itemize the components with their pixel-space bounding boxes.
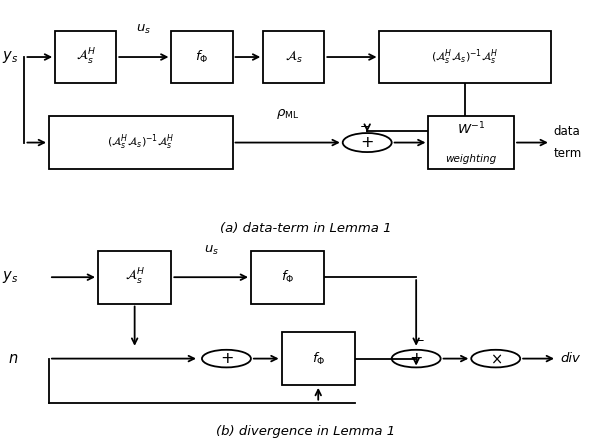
Bar xyxy=(428,117,514,169)
Text: $+$: $+$ xyxy=(360,135,374,150)
Bar xyxy=(55,31,116,83)
Bar xyxy=(251,251,324,304)
Bar xyxy=(98,251,171,304)
Bar xyxy=(282,332,355,385)
Text: $u_s$: $u_s$ xyxy=(204,244,218,257)
Text: $f_\Phi$: $f_\Phi$ xyxy=(312,351,325,367)
Bar xyxy=(171,31,233,83)
Text: div: div xyxy=(560,352,580,365)
Bar xyxy=(49,117,233,169)
Text: data: data xyxy=(554,125,581,138)
Text: $u_s$: $u_s$ xyxy=(136,22,151,36)
Text: $+$: $+$ xyxy=(409,351,423,366)
Text: $y_s$: $y_s$ xyxy=(2,49,18,65)
Text: $W^{-1}$: $W^{-1}$ xyxy=(457,121,485,138)
Text: $n$: $n$ xyxy=(8,351,18,366)
Text: $-$: $-$ xyxy=(414,332,425,345)
Text: $\mathcal{A}_s^H$: $\mathcal{A}_s^H$ xyxy=(76,47,95,67)
Text: $(\mathcal{A}_s^H\mathcal{A}_s)^{-1}\mathcal{A}_s^H$: $(\mathcal{A}_s^H\mathcal{A}_s)^{-1}\mat… xyxy=(431,47,499,67)
Text: $+$: $+$ xyxy=(220,351,233,366)
Bar xyxy=(263,31,324,83)
Text: $\mathcal{A}_s$: $\mathcal{A}_s$ xyxy=(285,49,303,65)
Bar xyxy=(379,31,551,83)
Text: $f_\Phi$: $f_\Phi$ xyxy=(195,49,209,65)
Text: weighting: weighting xyxy=(446,154,497,164)
Text: $-$: $-$ xyxy=(359,117,370,131)
Text: $(\mathcal{A}_s^H\mathcal{A}_s)^{-1}\mathcal{A}_s^H$: $(\mathcal{A}_s^H\mathcal{A}_s)^{-1}\mat… xyxy=(107,133,174,152)
Text: (a) data-term in Lemma 1: (a) data-term in Lemma 1 xyxy=(220,222,392,235)
Text: $\rho_{\mathrm{ML}}$: $\rho_{\mathrm{ML}}$ xyxy=(276,107,299,121)
Text: $f_\Phi$: $f_\Phi$ xyxy=(281,269,294,285)
Text: $\times$: $\times$ xyxy=(490,351,502,366)
Text: $\mathcal{A}_s^H$: $\mathcal{A}_s^H$ xyxy=(125,267,144,287)
Text: (b) divergence in Lemma 1: (b) divergence in Lemma 1 xyxy=(217,425,395,438)
Text: $y_s$: $y_s$ xyxy=(2,269,18,285)
Text: term: term xyxy=(554,147,582,160)
